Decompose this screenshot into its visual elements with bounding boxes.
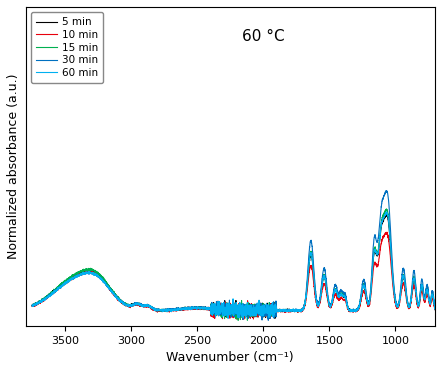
Text: 60 °C: 60 °C xyxy=(242,29,284,44)
60 min xyxy=(202,306,207,311)
Line: 15 min: 15 min xyxy=(32,209,442,320)
10 min xyxy=(202,306,207,311)
30 min xyxy=(205,306,210,311)
5 min xyxy=(427,299,432,303)
60 min xyxy=(439,308,442,313)
60 min xyxy=(205,306,210,310)
15 min xyxy=(384,207,389,211)
5 min xyxy=(384,212,389,216)
15 min xyxy=(224,301,229,305)
15 min xyxy=(30,303,35,308)
5 min xyxy=(327,304,332,309)
30 min xyxy=(266,318,271,322)
5 min xyxy=(30,303,35,308)
10 min xyxy=(205,306,210,311)
15 min xyxy=(427,299,432,303)
30 min xyxy=(224,309,229,313)
10 min xyxy=(224,303,229,308)
15 min xyxy=(439,308,442,313)
15 min xyxy=(202,306,207,311)
15 min xyxy=(236,318,241,322)
5 min xyxy=(202,306,207,310)
15 min xyxy=(406,304,412,308)
30 min xyxy=(384,188,389,193)
60 min xyxy=(384,210,389,214)
Line: 60 min: 60 min xyxy=(32,212,442,318)
60 min xyxy=(427,298,432,303)
60 min xyxy=(225,316,231,321)
5 min xyxy=(406,305,412,310)
30 min xyxy=(427,295,432,300)
10 min xyxy=(439,309,442,313)
30 min xyxy=(30,303,35,308)
60 min xyxy=(327,305,332,309)
10 min xyxy=(327,305,332,309)
30 min xyxy=(406,304,412,309)
Line: 10 min: 10 min xyxy=(32,232,442,319)
5 min xyxy=(259,317,265,322)
30 min xyxy=(439,308,442,312)
10 min xyxy=(406,306,412,310)
X-axis label: Wavenumber (cm⁻¹): Wavenumber (cm⁻¹) xyxy=(167,351,294,364)
60 min xyxy=(406,305,412,309)
10 min xyxy=(385,230,390,234)
Line: 30 min: 30 min xyxy=(32,191,442,320)
30 min xyxy=(327,302,332,306)
5 min xyxy=(439,308,442,313)
15 min xyxy=(205,306,210,311)
60 min xyxy=(224,302,229,306)
30 min xyxy=(202,306,207,311)
Line: 5 min: 5 min xyxy=(32,214,442,319)
5 min xyxy=(224,309,229,314)
5 min xyxy=(205,306,210,311)
Legend: 5 min, 10 min, 15 min, 30 min, 60 min: 5 min, 10 min, 15 min, 30 min, 60 min xyxy=(30,12,103,83)
15 min xyxy=(327,303,332,308)
Y-axis label: Normalized absorbance (a.u.): Normalized absorbance (a.u.) xyxy=(7,73,20,259)
60 min xyxy=(30,304,35,308)
10 min xyxy=(240,317,245,321)
10 min xyxy=(30,304,35,308)
10 min xyxy=(427,301,432,305)
